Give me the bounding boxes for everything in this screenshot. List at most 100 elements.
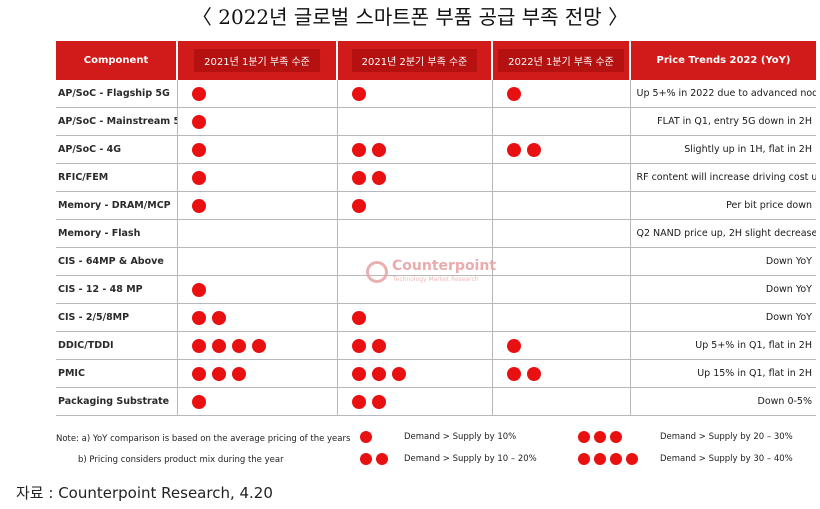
shortage-dot [351, 170, 366, 185]
legend-label: Demand > Supply by 10 – 20% [404, 454, 537, 464]
shortage-cell-q1-2021 [177, 247, 338, 276]
component-label: AP/SoC - 4G [56, 135, 178, 164]
legend-item: Demand > Supply by 20 – 30% [578, 431, 793, 443]
shortage-dot [251, 338, 266, 353]
shortage-cell-q1-2021 [177, 107, 338, 136]
shortage-dot [191, 114, 206, 129]
col-header-price-trends: Price Trends 2022 (YoY) [630, 41, 816, 80]
legend-item: Demand > Supply by 30 – 40% [578, 453, 793, 465]
legend-dot [610, 431, 622, 443]
shortage-cell-q1-2021 [177, 191, 338, 220]
shortage-table: Component 2021년 1분기 부족 수준 2021년 2분기 부족 수… [56, 41, 816, 416]
shortage-dot [506, 142, 521, 157]
shortage-dot [351, 86, 366, 101]
component-label: Packaging Substrate [56, 387, 178, 416]
component-label: AP/SoC - Flagship 5G [56, 80, 178, 108]
component-label: AP/SoC - Mainstream 5G [56, 107, 178, 136]
shortage-cell-q1-2022 [492, 107, 631, 136]
table-row: Packaging Substrate Down 0-5% [56, 387, 816, 416]
legend-item: Demand > Supply by 10 – 20% [360, 453, 537, 465]
table-row: DDIC/TDDI Up 5+% in Q1, flat in 2H [56, 331, 816, 360]
shortage-dot [191, 86, 206, 101]
legend-label: Demand > Supply by 20 – 30% [660, 432, 793, 442]
table-row: AP/SoC - Flagship 5G Up 5+% in 2022 due t… [56, 80, 816, 108]
table-row: Memory - Flash Q2 NAND price up, 2H sligh… [56, 219, 816, 248]
shortage-dot [371, 338, 386, 353]
table-row: CIS - 12 - 48 MP Down YoY [56, 275, 816, 304]
component-label: DDIC/TDDI [56, 331, 178, 360]
price-trend: Up 15% in Q1, flat in 2H [630, 359, 816, 388]
shortage-dot [191, 142, 206, 157]
table-body: AP/SoC - Flagship 5G Up 5+% in 2022 due t… [56, 80, 816, 416]
shortage-cell-q1-2022 [492, 247, 631, 276]
shortage-cell-q1-2022 [492, 303, 631, 332]
shortage-cell-q1-2022 [492, 331, 631, 360]
shortage-cell-q1-2021 [177, 80, 338, 108]
source-caption: 자료 : Counterpoint Research, 4.20 [16, 484, 273, 502]
note-b: b) Pricing considers product mix during … [78, 455, 284, 465]
shortage-cell-q1-2022 [492, 135, 631, 164]
shortage-dot [351, 198, 366, 213]
shortage-dot [526, 366, 541, 381]
shortage-dot [371, 142, 386, 157]
shortage-cell-q1-2021 [177, 303, 338, 332]
shortage-dot [371, 170, 386, 185]
table-row: RFIC/FEM RF content will increase driving… [56, 163, 816, 192]
shortage-dot [191, 310, 206, 325]
col-header-q2-2021: 2021년 2분기 부족 수준 [337, 41, 493, 80]
legend-dot [594, 431, 606, 443]
shortage-cell-q1-2021 [177, 219, 338, 248]
col-header-q1-2022: 2022년 1분기 부족 수준 [492, 41, 631, 80]
legend-label: Demand > Supply by 10% [404, 432, 517, 442]
note-a: Note: a) YoY comparison is based on the … [56, 434, 351, 444]
shortage-dot [211, 310, 226, 325]
price-trend: Down YoY [630, 247, 816, 276]
shortage-dot [211, 338, 226, 353]
table-row: AP/SoC - 4G Slightly up in 1H, flat in 2H [56, 135, 816, 164]
shortage-cell-q1-2022 [492, 163, 631, 192]
shortage-dot [231, 338, 246, 353]
shortage-cell-q2-2021 [337, 387, 493, 416]
shortage-dot [191, 366, 206, 381]
component-label: CIS - 64MP & Above [56, 247, 178, 276]
shortage-cell-q2-2021 [337, 135, 493, 164]
shortage-cell-q1-2022 [492, 219, 631, 248]
counterpoint-logo-icon [366, 261, 388, 283]
shortage-dot [351, 310, 366, 325]
shortage-dot [191, 198, 206, 213]
legend-dot [376, 453, 388, 465]
watermark-name: Counterpoint [392, 258, 497, 274]
shortage-cell-q1-2021 [177, 331, 338, 360]
shortage-dot [351, 366, 366, 381]
shortage-cell-q2-2021 [337, 359, 493, 388]
shortage-cell-q1-2021 [177, 135, 338, 164]
component-label: Memory - DRAM/MCP [56, 191, 178, 220]
shortage-cell-q2-2021 [337, 275, 493, 304]
legend-dot [594, 453, 606, 465]
col-header-component: Component [56, 41, 178, 80]
legend-dot [360, 453, 372, 465]
legend-dot [360, 431, 372, 443]
counterpoint-watermark: Counterpoint Technology Market Research [366, 258, 506, 288]
price-trend: Down YoY [630, 303, 816, 332]
shortage-dot [506, 86, 521, 101]
shortage-dot [391, 366, 406, 381]
table-header-row: Component 2021년 1분기 부족 수준 2021년 2분기 부족 수… [56, 41, 816, 80]
shortage-dot [371, 366, 386, 381]
shortage-cell-q1-2021 [177, 359, 338, 388]
shortage-cell-q1-2022 [492, 275, 631, 304]
price-trend: Q2 NAND price up, 2H slight decrease [630, 219, 816, 248]
shortage-dot [506, 366, 521, 381]
price-trend: Down 0-5% [630, 387, 816, 416]
component-label: Memory - Flash [56, 219, 178, 248]
notes-legend: Note: a) YoY comparison is based on the … [56, 428, 816, 472]
legend-dot [578, 431, 590, 443]
legend-dot [626, 453, 638, 465]
shortage-cell-q2-2021 [337, 247, 493, 276]
shortage-cell-q1-2021 [177, 163, 338, 192]
price-trend: RF content will increase driving cost up [630, 163, 816, 192]
component-label: CIS - 2/5/8MP [56, 303, 178, 332]
table-row: Memory - DRAM/MCP Per bit price down [56, 191, 816, 220]
shortage-cell-q2-2021 [337, 163, 493, 192]
price-trend: Down YoY [630, 275, 816, 304]
